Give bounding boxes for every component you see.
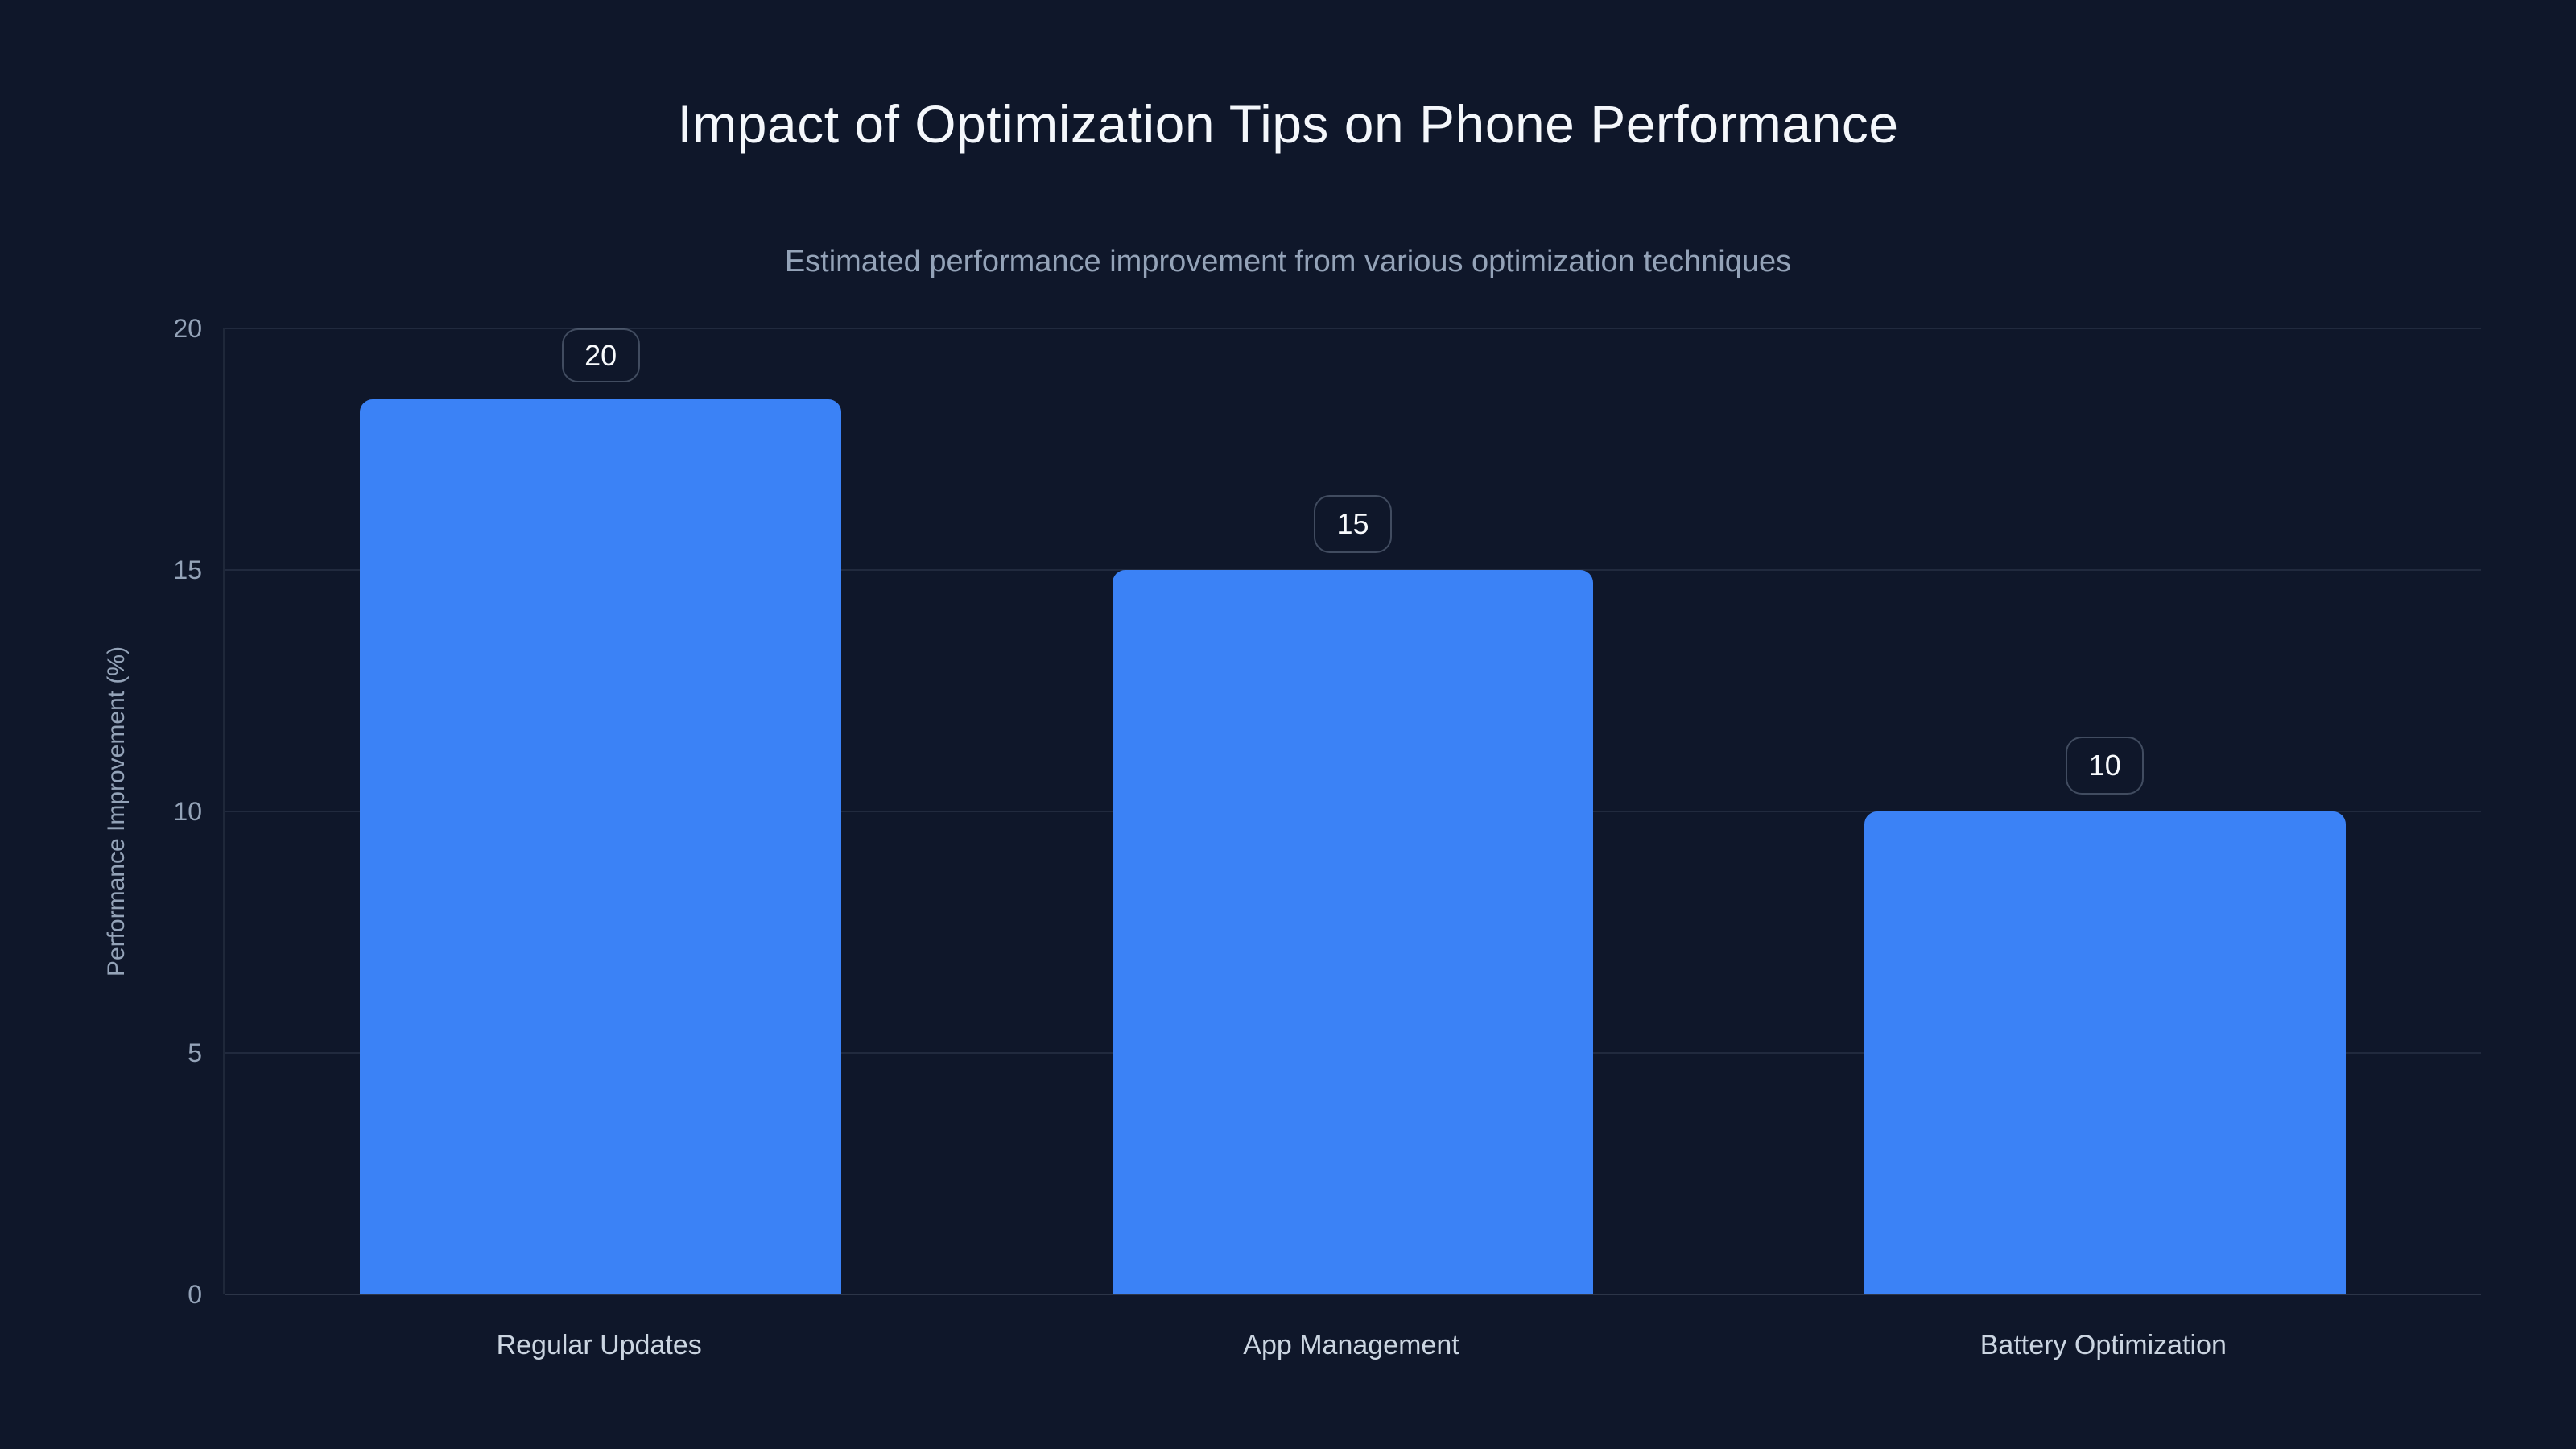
gridline: [225, 1294, 2481, 1295]
x-tick-label: Regular Updates: [496, 1330, 702, 1360]
x-tick-label: App Management: [1243, 1330, 1459, 1360]
bar-group-regular-updates: 20: [225, 328, 976, 1294]
plot-area: 20 15 10 0 5 10 15 20: [173, 316, 2481, 1307]
value-badge: 15: [1313, 495, 1392, 553]
y-axis-title: Performance Improvement (%): [103, 646, 130, 977]
x-axis: Regular Updates App Management Battery O…: [223, 1294, 2479, 1361]
bar: [1864, 811, 2346, 1294]
value-badge: 20: [561, 328, 640, 383]
chart-subtitle: Estimated performance improvement from v…: [784, 245, 1792, 279]
bar: [1112, 570, 1594, 1294]
x-tick-label: Battery Optimization: [1979, 1330, 2227, 1360]
gridline: [225, 328, 2481, 329]
value-badge: 10: [2066, 737, 2145, 795]
chart-title: Impact of Optimization Tips on Phone Per…: [677, 94, 1899, 154]
bar: [360, 399, 842, 1294]
bar-group-app-management: 15: [976, 328, 1728, 1294]
bar-group-battery-optimization: 10: [1729, 328, 2481, 1294]
bar-series: 20 15 10: [225, 328, 2481, 1294]
